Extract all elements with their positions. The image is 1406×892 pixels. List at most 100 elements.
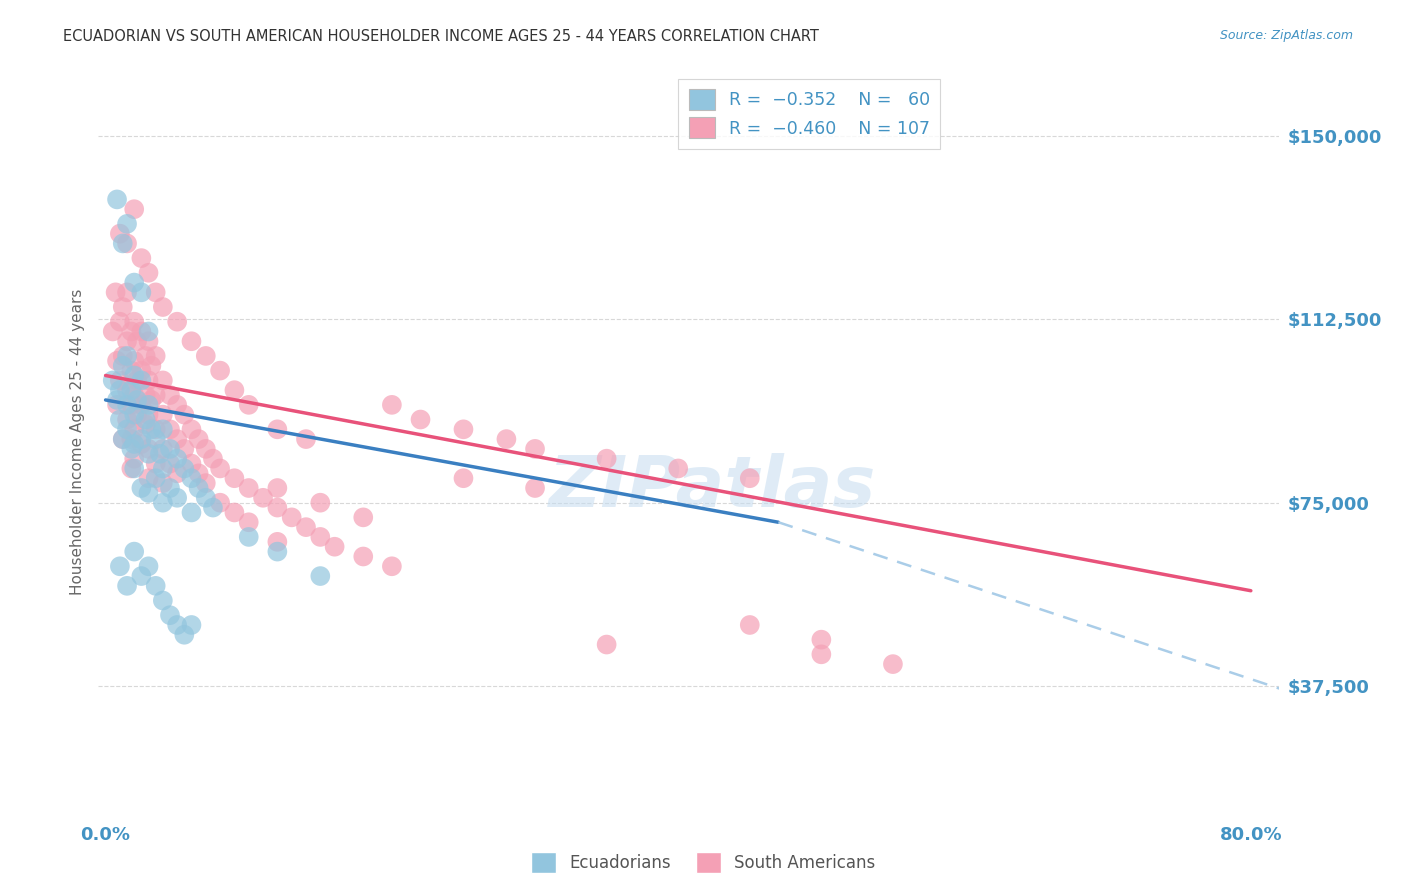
Point — [115, 285, 138, 300]
Point — [266, 422, 288, 436]
Point — [159, 442, 181, 456]
Point — [131, 437, 153, 451]
Point — [125, 334, 148, 349]
Point — [120, 363, 142, 377]
Point — [131, 325, 153, 339]
Point — [131, 481, 153, 495]
Point — [209, 461, 232, 475]
Point — [280, 510, 302, 524]
Point — [108, 412, 131, 426]
Point — [194, 349, 217, 363]
Point — [238, 398, 260, 412]
Point — [738, 618, 761, 632]
Point — [108, 373, 131, 387]
Point — [453, 422, 475, 436]
Point — [122, 202, 145, 217]
Point — [145, 422, 167, 436]
Point — [152, 422, 174, 436]
Point — [138, 373, 160, 387]
Point — [180, 457, 202, 471]
Point — [138, 442, 160, 456]
Point — [152, 476, 174, 491]
Point — [309, 569, 332, 583]
Text: Source: ZipAtlas.com: Source: ZipAtlas.com — [1219, 29, 1353, 42]
Point — [238, 530, 260, 544]
Point — [131, 373, 153, 387]
Y-axis label: Householder Income Ages 25 - 44 years: Householder Income Ages 25 - 44 years — [69, 288, 84, 595]
Point — [323, 540, 346, 554]
Point — [173, 628, 195, 642]
Point — [224, 506, 246, 520]
Point — [135, 349, 157, 363]
Point — [115, 217, 138, 231]
Point — [101, 373, 124, 387]
Point — [166, 467, 188, 481]
Point — [138, 398, 160, 412]
Point — [352, 549, 374, 564]
Point — [111, 236, 134, 251]
Point — [173, 442, 195, 456]
Point — [409, 412, 432, 426]
Point — [166, 618, 188, 632]
Point — [266, 500, 288, 515]
Point — [252, 491, 274, 505]
Legend: R =  −0.352    N =   60, R =  −0.460    N = 107: R = −0.352 N = 60, R = −0.460 N = 107 — [678, 78, 941, 149]
Point — [187, 432, 209, 446]
Point — [122, 451, 145, 466]
Point — [138, 471, 160, 485]
Point — [108, 383, 131, 397]
Point — [810, 632, 832, 647]
Point — [111, 432, 134, 446]
Point — [108, 227, 131, 241]
Point — [201, 500, 224, 515]
Point — [309, 496, 332, 510]
Point — [115, 422, 138, 436]
Point — [238, 515, 260, 529]
Point — [152, 442, 174, 456]
Point — [166, 398, 188, 412]
Point — [138, 559, 160, 574]
Point — [125, 408, 148, 422]
Point — [145, 471, 167, 485]
Point — [266, 534, 288, 549]
Point — [166, 315, 188, 329]
Point — [131, 432, 153, 446]
Point — [135, 412, 157, 426]
Point — [145, 388, 167, 402]
Point — [131, 363, 153, 377]
Point — [138, 334, 160, 349]
Point — [120, 432, 142, 446]
Point — [115, 349, 138, 363]
Point — [295, 432, 318, 446]
Point — [524, 442, 547, 456]
Point — [352, 510, 374, 524]
Point — [111, 349, 134, 363]
Point — [173, 408, 195, 422]
Point — [122, 276, 145, 290]
Point — [194, 491, 217, 505]
Point — [105, 392, 128, 407]
Point — [105, 354, 128, 368]
Point — [122, 388, 145, 402]
Point — [152, 461, 174, 475]
Point — [152, 593, 174, 607]
Point — [122, 437, 145, 451]
Point — [122, 408, 145, 422]
Point — [138, 486, 160, 500]
Point — [104, 285, 127, 300]
Point — [159, 481, 181, 495]
Point — [122, 354, 145, 368]
Point — [201, 451, 224, 466]
Point — [108, 315, 131, 329]
Point — [138, 408, 160, 422]
Point — [138, 266, 160, 280]
Point — [120, 398, 142, 412]
Point — [131, 569, 153, 583]
Point — [122, 544, 145, 558]
Point — [131, 285, 153, 300]
Point — [595, 638, 617, 652]
Point — [122, 461, 145, 475]
Point — [309, 530, 332, 544]
Point — [152, 408, 174, 422]
Point — [882, 657, 904, 672]
